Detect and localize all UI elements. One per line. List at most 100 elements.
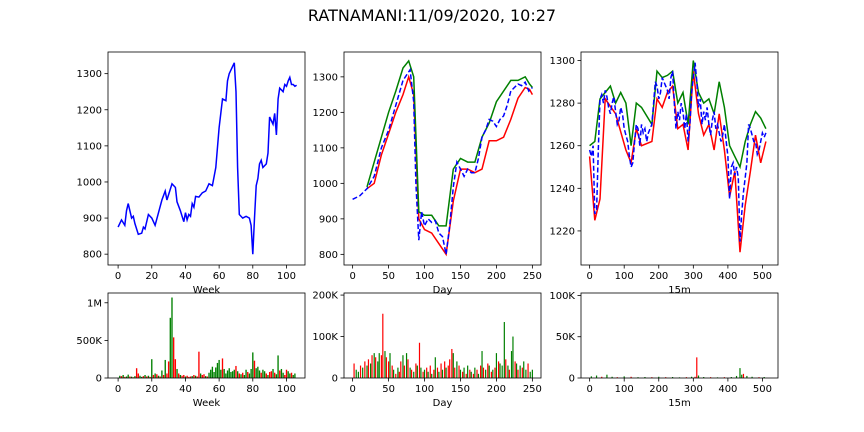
x-tick-label: 200 [487, 384, 506, 395]
volume-bar [373, 353, 375, 378]
y-tick-label: 1100 [77, 141, 102, 152]
volume-bar [359, 365, 362, 378]
series-line-green [589, 60, 767, 170]
x-tick-label: 100 [615, 384, 634, 395]
volume-bar [147, 375, 150, 378]
volume-bar [206, 376, 209, 378]
volume-bar [444, 361, 446, 378]
panel-15m-volume: 0 100 200 300 400 500 0 50K 100K 15m [549, 291, 779, 409]
volume-bar [129, 376, 131, 378]
volume-bar [606, 374, 608, 378]
figure-title: RATNAMANI:11/09/2020, 10:27 [308, 6, 556, 25]
volume-bar [279, 370, 281, 378]
volume-bar [438, 371, 440, 378]
volume-bar [134, 376, 136, 378]
volume-bar [751, 376, 753, 378]
volume-bar [665, 377, 667, 378]
x-tick-label: 100 [277, 271, 296, 282]
x-tick-label: 50 [382, 271, 395, 282]
x-tick-label: 80 [246, 384, 259, 395]
x-tick-label: 200 [649, 271, 668, 282]
volume-bar [156, 374, 158, 378]
volume-bar [370, 363, 372, 378]
volume-bar [255, 368, 257, 378]
volume-bar [429, 365, 431, 378]
volume-bar [159, 376, 161, 378]
volume-bar [441, 369, 444, 378]
volume-bar [204, 376, 207, 378]
series-line-red [588, 71, 767, 253]
volume-bar [152, 374, 155, 378]
volume-bar [380, 355, 382, 378]
y-tick-label: 1M [87, 298, 102, 309]
volume-bar [454, 367, 456, 378]
volume-bar [418, 342, 421, 378]
volume-bar [137, 373, 139, 378]
x-tick-label: 0 [349, 384, 355, 395]
volume-bar [230, 371, 232, 378]
volume-bar [487, 363, 489, 378]
x-tick-label: 150 [451, 271, 470, 282]
volume-bar [515, 363, 518, 378]
volume-bar [260, 372, 262, 378]
x-tick-label: 40 [179, 271, 192, 282]
volume-bar [176, 368, 178, 378]
volume-bar [521, 367, 523, 378]
axes-frame [580, 292, 779, 379]
volume-bar [238, 373, 241, 378]
volume-bar [514, 361, 516, 378]
x-tick-label: 250 [523, 384, 542, 395]
volume-bar [398, 371, 400, 378]
volume-bar [531, 369, 533, 378]
volume-bar [142, 376, 145, 378]
y-tick-label: 1280 [550, 99, 575, 110]
volume-bar [184, 376, 187, 378]
volume-bar [277, 355, 279, 378]
volume-bar [595, 375, 598, 378]
volume-bar [179, 374, 182, 378]
volume-bar [393, 369, 395, 378]
volume-bar [409, 367, 411, 378]
volume-bar [456, 361, 458, 378]
volume-bar [503, 322, 505, 378]
x-axis-label: Week [193, 398, 221, 409]
volume-bar [250, 368, 252, 378]
volume-bar [284, 374, 286, 378]
volume-bar [215, 367, 217, 378]
volume-bar [459, 369, 462, 378]
series-line-green [366, 59, 533, 227]
volume-bar [248, 373, 251, 378]
y-tick-label: 0 [332, 374, 338, 385]
panel-week-price: 0 20 40 60 80 100 800 900 1000 1100 1200 1300 Week [77, 51, 306, 296]
x-tick-label: 150 [451, 384, 470, 395]
volume-bar [144, 374, 146, 378]
volume-bar [445, 367, 447, 378]
series-line-blue [117, 62, 298, 255]
volume-bar [685, 377, 688, 378]
axes-frame [343, 292, 542, 379]
volume-bar [462, 371, 464, 378]
y-tick-label: 800 [83, 250, 102, 261]
volume-bar [474, 367, 476, 378]
volume-bar [201, 374, 203, 378]
volume-bar [141, 376, 143, 378]
volume-bar [508, 369, 510, 378]
axes-frame [107, 292, 306, 379]
x-tick-label: 200 [487, 271, 506, 282]
volume-bar [710, 377, 712, 378]
volume-bar [382, 313, 384, 378]
plot-area-week-price [117, 62, 298, 255]
volume-bar [367, 359, 370, 378]
x-tick-label: 200 [649, 384, 668, 395]
volume-bar [181, 375, 183, 378]
volume-bar [397, 367, 399, 378]
volume-bar [525, 369, 527, 378]
y-tick-label: 50K [556, 332, 576, 343]
volume-bar [263, 371, 266, 378]
volume-bar [501, 365, 503, 378]
volume-bar [364, 361, 366, 378]
x-tick-label: 100 [615, 271, 634, 282]
volume-bar [465, 373, 467, 378]
volume-bar [174, 359, 177, 378]
volume-bar [166, 373, 168, 378]
